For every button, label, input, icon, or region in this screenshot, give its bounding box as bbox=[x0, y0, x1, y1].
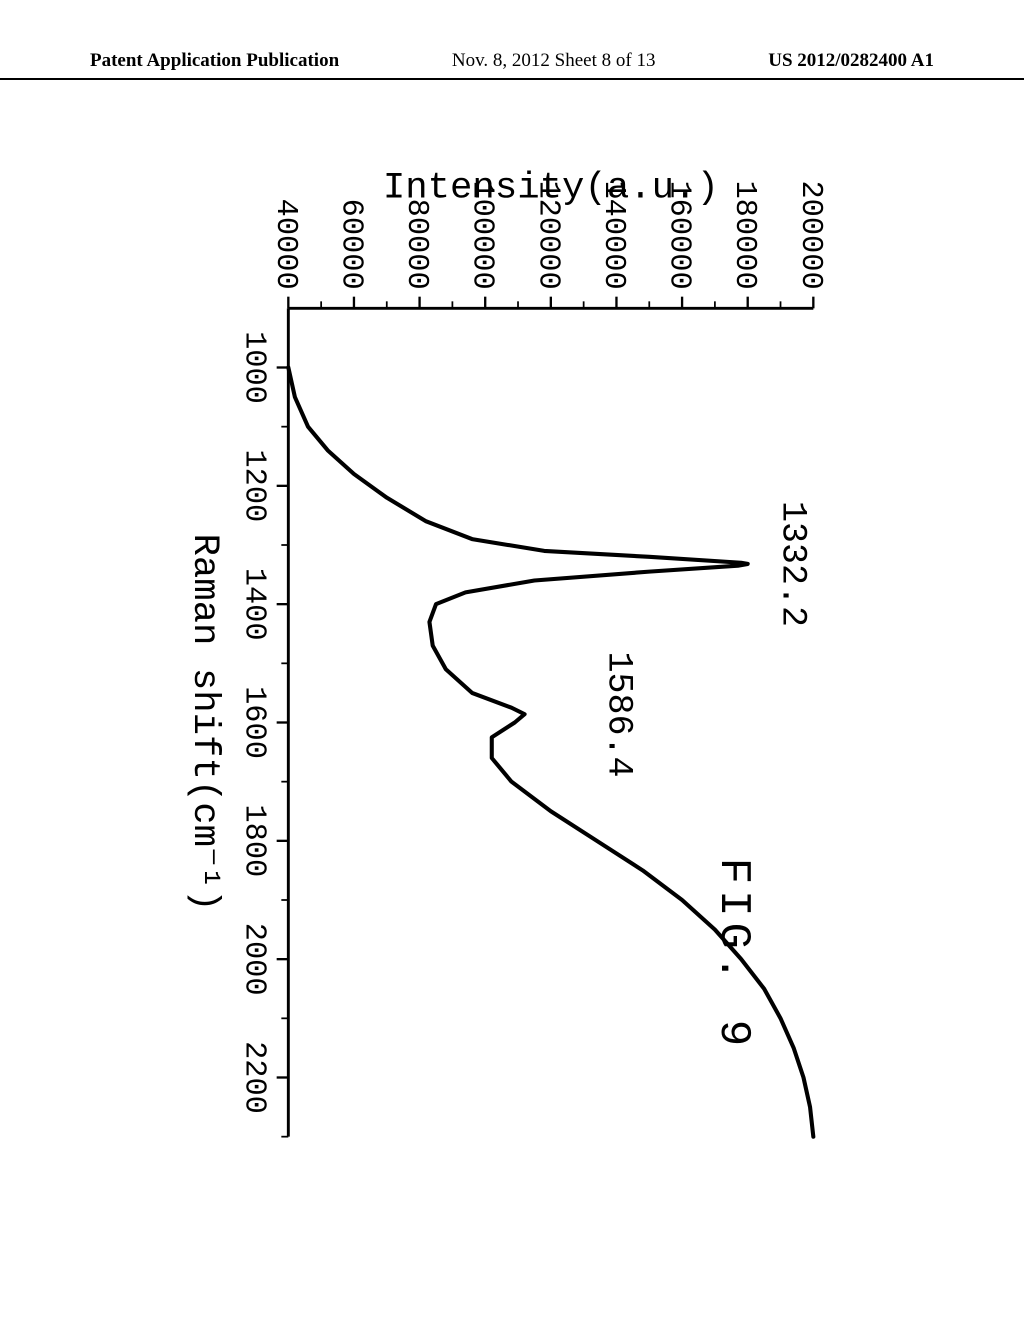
svg-text:2200: 2200 bbox=[236, 1041, 270, 1114]
svg-text:1800: 1800 bbox=[236, 804, 270, 877]
svg-text:1400: 1400 bbox=[236, 568, 270, 641]
svg-text:200000: 200000 bbox=[793, 180, 827, 289]
sheet-info: Nov. 8, 2012 Sheet 8 of 13 bbox=[452, 50, 656, 72]
raman-chart: 4000060000800001000001200001400001600001… bbox=[120, 160, 900, 1180]
svg-text:1332.2: 1332.2 bbox=[772, 501, 812, 627]
svg-text:60000: 60000 bbox=[333, 199, 367, 290]
svg-text:Intensity(a.u.): Intensity(a.u.) bbox=[383, 168, 719, 210]
pub-number: US 2012/0282400 A1 bbox=[768, 50, 934, 72]
svg-text:40000: 40000 bbox=[268, 199, 302, 290]
figure-container: 4000060000800001000001200001400001600001… bbox=[120, 160, 900, 1180]
svg-text:80000: 80000 bbox=[399, 199, 433, 290]
svg-text:Raman shift(cm⁻¹): Raman shift(cm⁻¹) bbox=[183, 533, 225, 911]
figure-label: FIG. 9 bbox=[708, 858, 758, 1052]
svg-text:2000: 2000 bbox=[236, 923, 270, 996]
svg-text:1586.4: 1586.4 bbox=[598, 651, 638, 777]
svg-text:1200: 1200 bbox=[236, 449, 270, 522]
svg-text:180000: 180000 bbox=[727, 180, 761, 289]
svg-text:1600: 1600 bbox=[236, 686, 270, 759]
pub-type: Patent Application Publication bbox=[90, 50, 339, 72]
page-header: Patent Application Publication Nov. 8, 2… bbox=[0, 50, 1024, 80]
svg-text:1000: 1000 bbox=[236, 331, 270, 404]
